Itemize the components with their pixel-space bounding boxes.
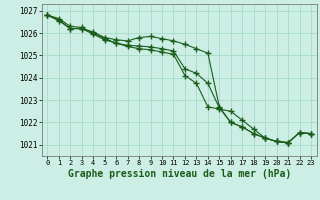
- X-axis label: Graphe pression niveau de la mer (hPa): Graphe pression niveau de la mer (hPa): [68, 169, 291, 179]
